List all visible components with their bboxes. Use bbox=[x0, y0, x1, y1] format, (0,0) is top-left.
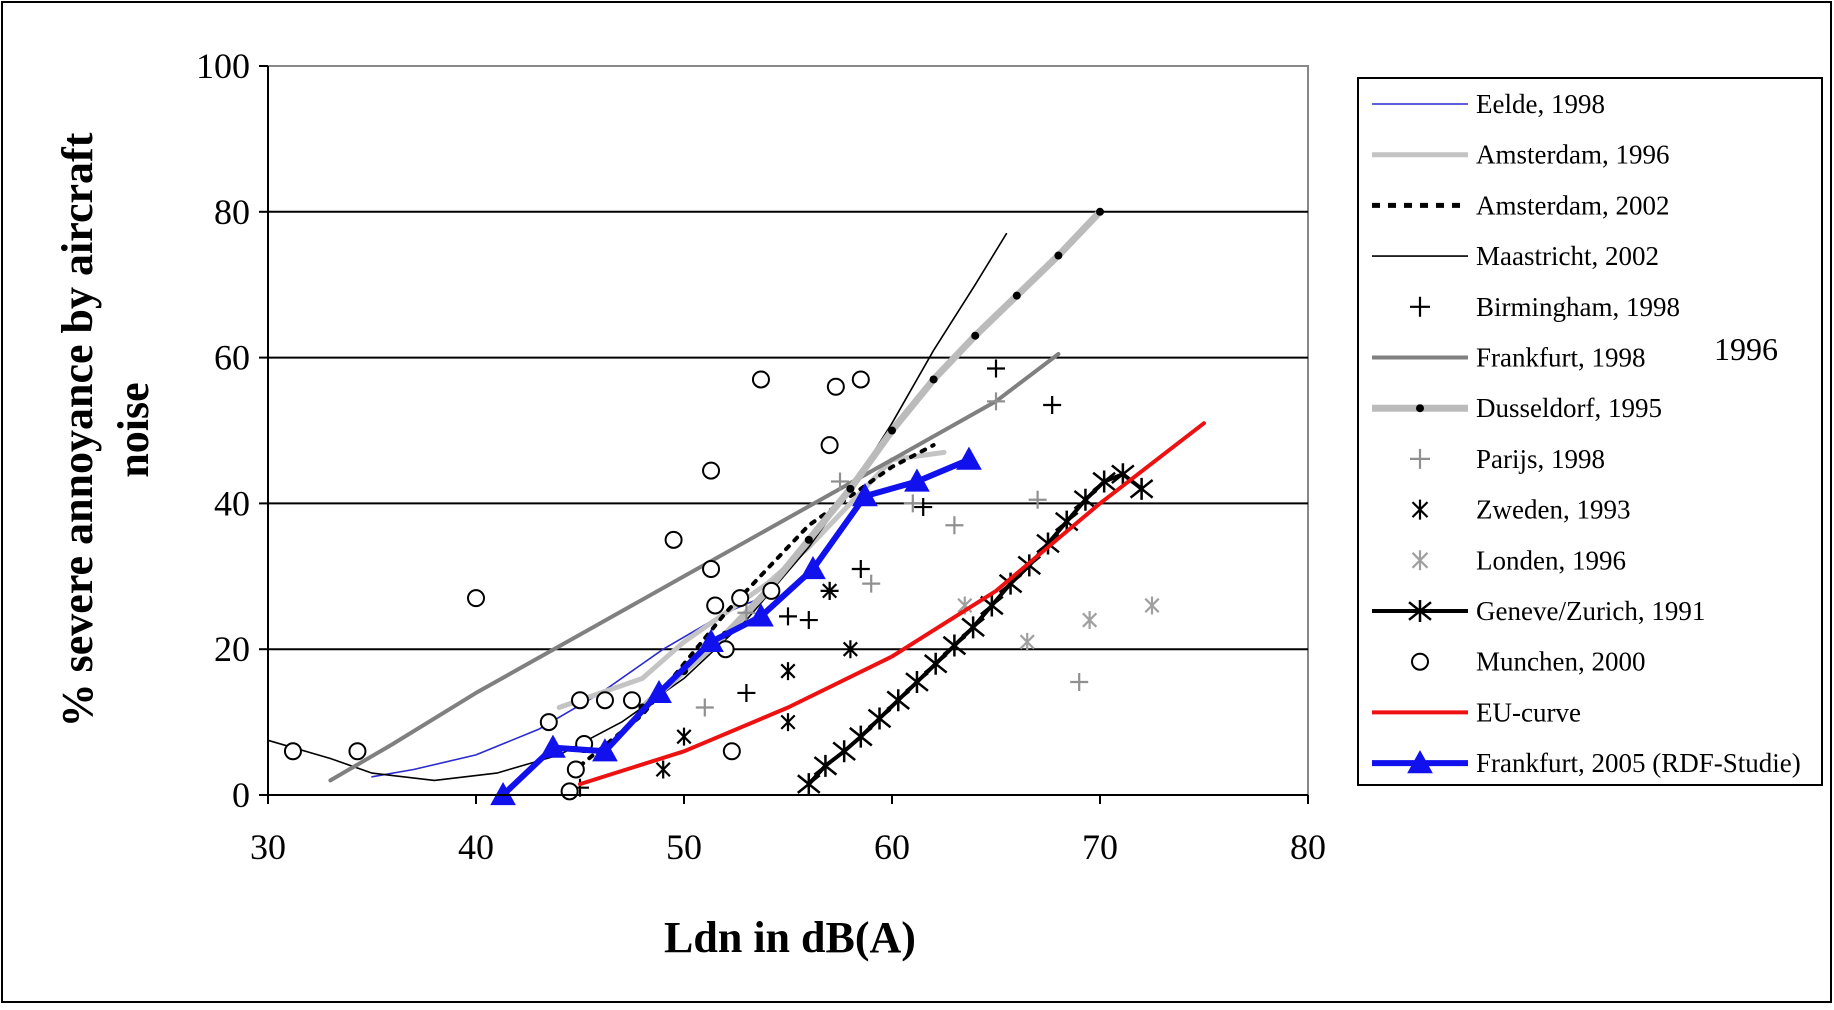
point-dusseldorf-1995-9 bbox=[1013, 292, 1021, 300]
x-tick-label-40: 40 bbox=[458, 827, 494, 867]
point-munchen-2000-17 bbox=[753, 371, 769, 387]
legend-label-geneve-zurich-1991: Geneve/Zurich, 1991 bbox=[1476, 596, 1705, 626]
y-axis-title-line-2-text: noise bbox=[109, 382, 158, 477]
legend-marker-dusseldorf-1995 bbox=[1416, 404, 1424, 412]
legend-label-dusseldorf-1995: Dusseldorf, 1995 bbox=[1476, 393, 1662, 423]
point-munchen-2000-13 bbox=[707, 597, 723, 613]
point-munchen-2000-20 bbox=[828, 379, 844, 395]
point-dusseldorf-1995-10 bbox=[1054, 252, 1062, 260]
legend-label-zweden-1993: Zweden, 1993 bbox=[1476, 495, 1630, 525]
point-dusseldorf-1995-5 bbox=[846, 485, 854, 493]
point-dusseldorf-1995-4 bbox=[805, 536, 813, 544]
point-munchen-2000-10 bbox=[666, 532, 682, 548]
plot-area bbox=[268, 66, 1308, 795]
x-axis-title: Ldn in dB(A) bbox=[664, 913, 916, 962]
point-munchen-2000-0 bbox=[285, 743, 301, 759]
point-dusseldorf-1995-6 bbox=[888, 427, 896, 435]
y-tick-label-60: 60 bbox=[214, 338, 250, 378]
point-munchen-2000-19 bbox=[822, 437, 838, 453]
x-tick-label-30: 30 bbox=[250, 827, 286, 867]
point-munchen-2000-9 bbox=[624, 692, 640, 708]
y-tick-label-100: 100 bbox=[196, 46, 250, 86]
x-tick-label-60: 60 bbox=[874, 827, 910, 867]
point-munchen-2000-7 bbox=[562, 783, 578, 799]
legend-label-londen-1996: Londen, 1996 bbox=[1476, 545, 1626, 575]
legend-box bbox=[1358, 78, 1822, 785]
point-dusseldorf-1995-11 bbox=[1096, 208, 1104, 216]
point-munchen-2000-1 bbox=[349, 743, 365, 759]
legend-label-eelde-1998: Eelde, 1998 bbox=[1476, 89, 1605, 119]
point-munchen-2000-5 bbox=[597, 692, 613, 708]
point-munchen-2000-12 bbox=[703, 561, 719, 577]
legend-label-frankfurt-1998: Frankfurt, 1998 bbox=[1476, 343, 1645, 373]
point-munchen-2000-16 bbox=[724, 743, 740, 759]
legend-label-amsterdam-1996: Amsterdam, 1996 bbox=[1476, 140, 1669, 170]
point-munchen-2000-21 bbox=[853, 371, 869, 387]
point-dusseldorf-1995-8 bbox=[971, 332, 979, 340]
x-tick-label-70: 70 bbox=[1082, 827, 1118, 867]
x-tick-label-50: 50 bbox=[666, 827, 702, 867]
y-tick-label-80: 80 bbox=[214, 192, 250, 232]
y-tick-label-20: 20 bbox=[214, 629, 250, 669]
legend-marker-munchen-2000 bbox=[1412, 654, 1428, 670]
point-munchen-2000-2 bbox=[468, 590, 484, 606]
x-tick-label-80: 80 bbox=[1290, 827, 1326, 867]
y-axis-title: % severe annoyance by aircraft bbox=[53, 132, 102, 727]
point-dusseldorf-1995-7 bbox=[930, 375, 938, 383]
legend-label-eu-curve: EU-curve bbox=[1476, 697, 1581, 727]
point-munchen-2000-18 bbox=[763, 583, 779, 599]
y-axis-title-line-1: % severe annoyance by aircraft bbox=[53, 132, 102, 727]
point-munchen-2000-3 bbox=[541, 714, 557, 730]
annotation-1996: 1996 bbox=[1714, 331, 1778, 367]
y-axis-title-line-2: noise bbox=[109, 382, 158, 477]
legend-label-birmingham-1998: Birmingham, 1998 bbox=[1476, 292, 1680, 322]
y-tick-label-40: 40 bbox=[214, 483, 250, 523]
legend-label-maastricht-2002: Maastricht, 2002 bbox=[1476, 241, 1659, 271]
legend-label-amsterdam-2002: Amsterdam, 2002 bbox=[1476, 190, 1669, 220]
y-tick-label-0: 0 bbox=[232, 775, 250, 815]
legend-label-parijs-1998: Parijs, 1998 bbox=[1476, 444, 1605, 474]
legend-label-munchen-2000: Munchen, 2000 bbox=[1476, 647, 1645, 677]
point-munchen-2000-4 bbox=[572, 692, 588, 708]
point-munchen-2000-15 bbox=[732, 590, 748, 606]
point-munchen-2000-11 bbox=[703, 463, 719, 479]
point-munchen-2000-6 bbox=[568, 761, 584, 777]
legend-label-frankfurt-2005-rdf-studie: Frankfurt, 2005 (RDF-Studie) bbox=[1476, 748, 1801, 778]
